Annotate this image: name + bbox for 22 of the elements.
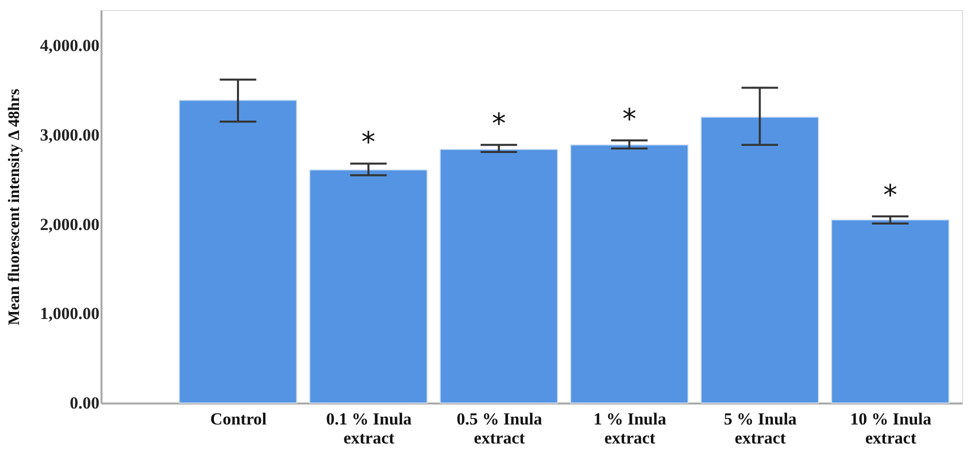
- y-tick-label: 2,000.00: [40, 214, 100, 234]
- x-tick-label: 0.1 % Inula extract: [326, 410, 412, 448]
- x-tick-label: 1 % Inula extract: [593, 410, 667, 448]
- x-tick-label: 0.5 % Inula extract: [456, 410, 543, 448]
- y-tick-label: 0.00: [70, 394, 100, 412]
- y-tick-label: 4,000.00: [40, 36, 100, 56]
- annotation: *: [361, 126, 376, 159]
- x-tick-label: 5 % Inula extract: [724, 410, 798, 448]
- bar: [309, 169, 428, 404]
- annotation: *: [492, 106, 506, 140]
- bar: [570, 144, 689, 404]
- bar: [178, 100, 298, 404]
- annotation: *: [622, 102, 636, 136]
- y-axis-title: Mean fluorescent intensity Δ 48hrs: [6, 88, 23, 326]
- annotation: *: [883, 178, 898, 212]
- x-tick-label: 10 % Inula extract: [850, 410, 932, 448]
- y-tick-label: 1,000.00: [40, 304, 100, 324]
- x-tick-label: Control: [210, 410, 267, 428]
- bar: [440, 148, 558, 404]
- bar: [700, 116, 819, 404]
- bar: [831, 219, 950, 404]
- y-tick-label: 3,000.00: [40, 126, 100, 145]
